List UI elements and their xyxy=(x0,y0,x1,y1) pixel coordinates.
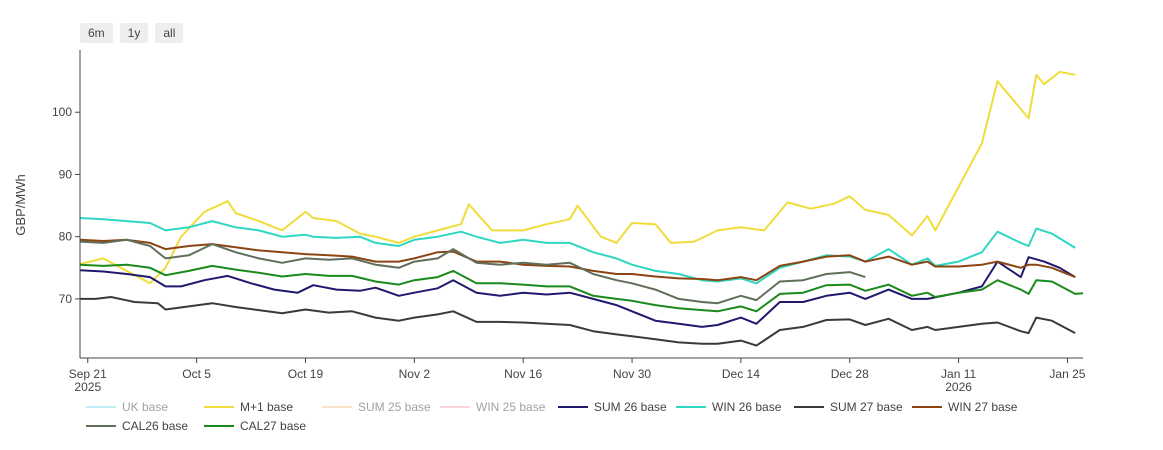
x-tick-label: Oct 5 xyxy=(182,367,211,381)
series-line-m-1-base xyxy=(79,70,1076,285)
x-tick-year-label: 2026 xyxy=(945,380,972,394)
y-axis-title: GBP/MWh xyxy=(13,174,28,235)
x-tick-label: Nov 16 xyxy=(504,367,542,381)
legend-label: CAL26 base xyxy=(122,418,189,433)
legend-swatch xyxy=(86,405,116,408)
legend-item-uk-base[interactable]: UK base xyxy=(86,400,204,414)
legend-item-win-25-base[interactable]: WIN 25 base xyxy=(440,400,558,414)
legend-item-sum-25-base[interactable]: SUM 25 base xyxy=(322,400,440,414)
x-tick-label: Nov 30 xyxy=(613,367,651,381)
legend-item-cal26-base[interactable]: CAL26 base xyxy=(86,419,204,433)
legend-swatch xyxy=(794,405,824,408)
legend-swatch xyxy=(912,405,942,408)
legend-swatch xyxy=(440,405,470,408)
series-line-win-27-base xyxy=(79,238,1076,282)
series-line-sum-27-base xyxy=(80,296,1076,347)
x-tick-label: Nov 2 xyxy=(399,367,431,381)
legend-label: WIN 25 base xyxy=(476,399,546,414)
legend-label: CAL27 base xyxy=(240,418,307,433)
legend-label: SUM 27 base xyxy=(830,399,903,414)
x-tick-label: Jan 11 xyxy=(941,367,976,381)
legend-label: M+1 base xyxy=(240,399,294,414)
legend-label: UK base xyxy=(122,399,169,414)
x-tick-label: Dec 14 xyxy=(722,367,760,381)
x-tick-label: Jan 25 xyxy=(1049,367,1085,381)
legend-item-sum-27-base[interactable]: SUM 27 base xyxy=(794,400,912,414)
legend-item-m-1-base[interactable]: M+1 base xyxy=(204,400,322,414)
legend-swatch xyxy=(204,424,234,427)
legend-label: SUM 25 base xyxy=(358,399,431,414)
legend-label: WIN 26 base xyxy=(712,399,782,414)
legend-swatch xyxy=(204,405,234,408)
range-button-1y[interactable]: 1y xyxy=(119,23,149,43)
legend-row: CAL26 base CAL27 base xyxy=(86,416,1086,435)
x-tick-year-label: 2025 xyxy=(74,380,101,394)
series-layer xyxy=(79,70,1084,347)
legend: UK base M+1 base SUM 25 base WIN 25 base SUM… xyxy=(86,397,1086,435)
legend-item-win-26-base[interactable]: WIN 26 base xyxy=(676,400,794,414)
legend-swatch xyxy=(86,424,116,427)
legend-item-sum-26-base[interactable]: SUM 26 base xyxy=(558,400,676,414)
y-tick-label: 90 xyxy=(59,167,73,181)
x-tick-label: Oct 19 xyxy=(288,367,324,381)
legend-item-cal27-base[interactable]: CAL27 base xyxy=(204,419,322,433)
y-tick-label: 70 xyxy=(59,292,73,306)
legend-swatch xyxy=(558,405,588,408)
legend-item-win-27-base[interactable]: WIN 27 base xyxy=(912,400,1030,414)
range-button-6m[interactable]: 6m xyxy=(80,23,113,43)
y-tick-label: 80 xyxy=(59,230,73,244)
range-button-all[interactable]: all xyxy=(155,23,184,43)
x-tick-label: Sep 21 xyxy=(69,367,107,381)
legend-row: UK base M+1 base SUM 25 base WIN 25 base SUM… xyxy=(86,397,1086,416)
legend-swatch xyxy=(676,405,706,408)
legend-label: SUM 26 base xyxy=(594,399,667,414)
series-line-cal27-base xyxy=(79,263,1084,313)
range-selector: 6m 1y all xyxy=(80,23,184,43)
legend-label: WIN 27 base xyxy=(948,399,1018,414)
x-tick-label: Dec 28 xyxy=(831,367,869,381)
series-line-cal26-base xyxy=(79,238,866,305)
y-tick-label: 100 xyxy=(52,105,72,119)
legend-swatch xyxy=(322,405,352,408)
